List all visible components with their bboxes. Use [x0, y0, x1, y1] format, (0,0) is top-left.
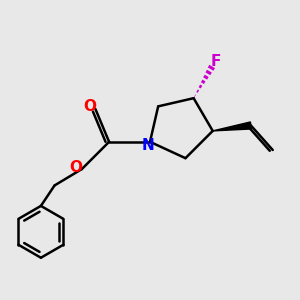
Text: F: F: [210, 54, 220, 69]
Text: O: O: [83, 99, 96, 114]
Text: O: O: [69, 160, 82, 175]
Text: N: N: [141, 138, 154, 153]
Polygon shape: [213, 122, 251, 131]
